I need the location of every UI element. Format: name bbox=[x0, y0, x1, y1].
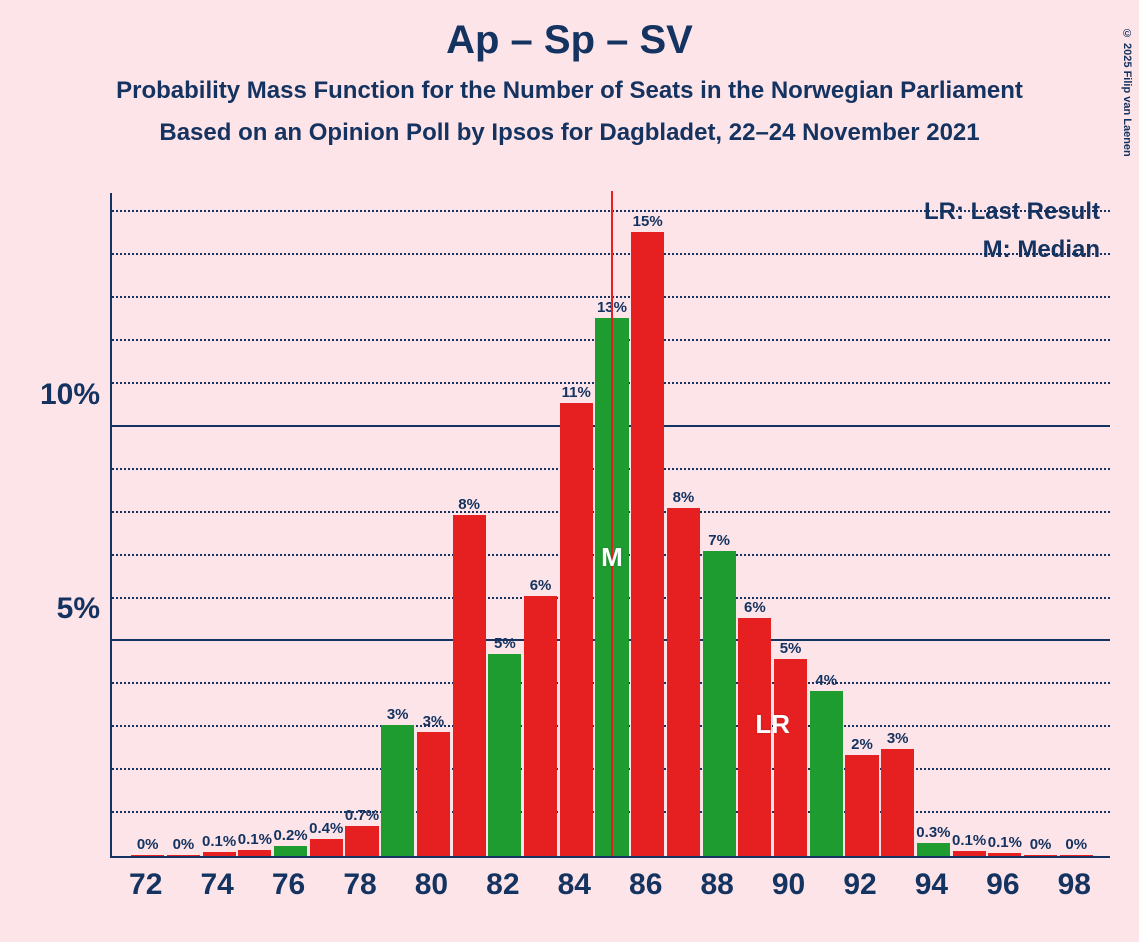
plot-region: 0%0%0.1%0.1%0.2%0.4%0.7%3%3%8%5%6%11%13%… bbox=[110, 193, 1110, 858]
bar: 0% bbox=[1060, 855, 1093, 856]
bar-value-label: 5% bbox=[494, 635, 516, 652]
bar: 3% bbox=[381, 725, 414, 856]
bar: 0% bbox=[131, 855, 164, 856]
bar: 7% bbox=[703, 551, 736, 856]
bar: 0.3% bbox=[917, 843, 950, 856]
bar: 0.1% bbox=[953, 851, 986, 856]
y-axis-label: 10% bbox=[40, 378, 100, 412]
median-line bbox=[611, 191, 613, 856]
bar-value-label: 3% bbox=[887, 730, 909, 747]
overlay-label: LR bbox=[755, 709, 790, 740]
bar: 5% bbox=[488, 654, 521, 856]
bar-value-label: 0% bbox=[137, 836, 159, 853]
legend-lr: LR: Last Result bbox=[924, 193, 1100, 231]
bar: 0% bbox=[1024, 855, 1057, 856]
x-axis-label: 88 bbox=[700, 868, 733, 902]
chart-title: Ap – Sp – SV bbox=[0, 18, 1139, 63]
bar: 3% bbox=[881, 749, 914, 856]
x-axis-label: 76 bbox=[272, 868, 305, 902]
bar: 0.7% bbox=[345, 826, 378, 856]
x-axis-label: 86 bbox=[629, 868, 662, 902]
bar: 11% bbox=[560, 403, 593, 856]
bar: 0.1% bbox=[203, 852, 236, 856]
bar-value-label: 0.4% bbox=[309, 820, 343, 837]
bar: 8% bbox=[453, 515, 486, 856]
bar: 8% bbox=[667, 508, 700, 856]
bar-value-label: 0.7% bbox=[345, 807, 379, 824]
x-axis-label: 98 bbox=[1058, 868, 1091, 902]
bar-value-label: 0.1% bbox=[952, 832, 986, 849]
x-axis-label: 82 bbox=[486, 868, 519, 902]
bar: 5% bbox=[774, 659, 807, 856]
bar: 15% bbox=[631, 232, 664, 856]
bar-value-label: 6% bbox=[530, 577, 552, 594]
chart-subtitle-2: Based on an Opinion Poll by Ipsos for Da… bbox=[0, 119, 1139, 147]
bar-value-label: 0.1% bbox=[988, 834, 1022, 851]
x-axis-label: 74 bbox=[200, 868, 233, 902]
x-axis-label: 72 bbox=[129, 868, 162, 902]
chart-area: 0%0%0.1%0.1%0.2%0.4%0.7%3%3%8%5%6%11%13%… bbox=[110, 193, 1110, 858]
bar: 3% bbox=[417, 732, 450, 856]
bar: 2% bbox=[845, 755, 878, 856]
bar: 6% bbox=[524, 596, 557, 856]
x-axis-label: 90 bbox=[772, 868, 805, 902]
bar-value-label: 6% bbox=[744, 599, 766, 616]
x-axis-label: 80 bbox=[415, 868, 448, 902]
x-axis-label: 78 bbox=[343, 868, 376, 902]
bar-value-label: 8% bbox=[673, 489, 695, 506]
bar-value-label: 2% bbox=[851, 736, 873, 753]
x-axis-label: 96 bbox=[986, 868, 1019, 902]
bar: 0.1% bbox=[238, 850, 271, 856]
bar-value-label: 7% bbox=[708, 532, 730, 549]
bar: 0.1% bbox=[988, 853, 1021, 856]
bar-value-label: 3% bbox=[423, 713, 445, 730]
x-axis-label: 84 bbox=[558, 868, 591, 902]
x-axis-label: 92 bbox=[843, 868, 876, 902]
y-axis-label: 5% bbox=[57, 592, 100, 626]
chart-subtitle-1: Probability Mass Function for the Number… bbox=[0, 77, 1139, 105]
bar-value-label: 4% bbox=[815, 672, 837, 689]
bar-value-label: 8% bbox=[458, 496, 480, 513]
bar-value-label: 0.1% bbox=[202, 833, 236, 850]
bar-value-label: 5% bbox=[780, 640, 802, 657]
bar: 0.2% bbox=[274, 846, 307, 856]
bar: 4% bbox=[810, 691, 843, 856]
legend: LR: Last Result M: Median bbox=[924, 193, 1100, 270]
bar: 0% bbox=[167, 855, 200, 856]
bar-value-label: 0.3% bbox=[916, 824, 950, 841]
overlay-label: M bbox=[601, 542, 623, 573]
bar-value-label: 0% bbox=[1030, 836, 1052, 853]
bar-value-label: 3% bbox=[387, 706, 409, 723]
x-axis-label: 94 bbox=[915, 868, 948, 902]
bar-value-label: 0.2% bbox=[273, 827, 307, 844]
bar-value-label: 0.1% bbox=[238, 831, 272, 848]
legend-m: M: Median bbox=[924, 231, 1100, 269]
copyright-text: © 2025 Filip van Laenen bbox=[1121, 28, 1133, 157]
bar-value-label: 11% bbox=[562, 384, 591, 401]
bar-value-label: 0% bbox=[173, 836, 195, 853]
bar-value-label: 0% bbox=[1065, 836, 1087, 853]
bar-value-label: 15% bbox=[633, 213, 663, 230]
bar: 0.4% bbox=[310, 839, 343, 856]
